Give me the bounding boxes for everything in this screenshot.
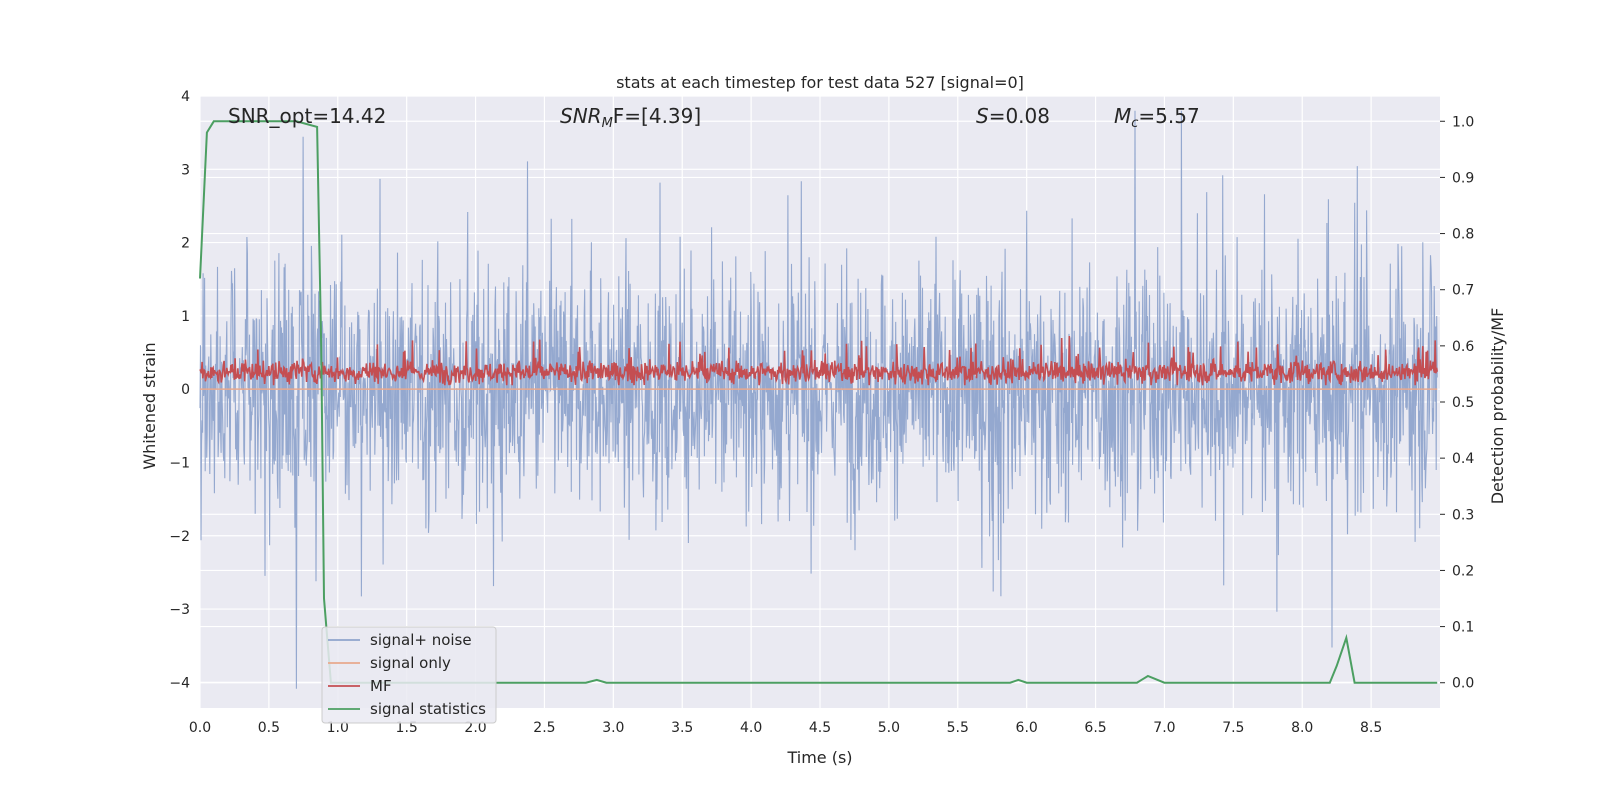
- y-right-tick-label: 0.8: [1452, 227, 1474, 243]
- y-right-tick-label: 0.7: [1452, 283, 1474, 299]
- signal-statistics-line: [199, 120, 1438, 684]
- legend-label-signal-noise: signal+ noise: [370, 631, 472, 649]
- y-left-tick-label: 3: [181, 162, 190, 178]
- y-left-tick-label: 0: [181, 382, 190, 398]
- x-tick-label: 3.0: [602, 720, 624, 736]
- legend-label-signal-only: signal only: [370, 654, 451, 672]
- x-tick-label: 4.0: [740, 720, 762, 736]
- y-right-tick-label: 0.0: [1452, 676, 1474, 692]
- x-tick-labels: 0.0 0.5 1.0 1.5 2.0 2.5 3.0 3.5 4.0 4.5 5.0 5.5 6.0 6…: [189, 720, 1382, 736]
- signal-statistics-series: [199, 120, 1438, 684]
- x-tick-label: 2.0: [464, 720, 486, 736]
- mf-series: [199, 335, 1438, 386]
- y-right-tick-label: 0.3: [1452, 507, 1474, 523]
- x-tick-label: 5.5: [947, 720, 969, 736]
- y-right-tick-label: 0.5: [1452, 395, 1474, 411]
- signal-noise-series: [199, 110, 1438, 689]
- x-tick-label: 7.5: [1222, 720, 1244, 736]
- y-right-tick-label: 0.9: [1452, 170, 1474, 186]
- y-right-tick-label: 0.2: [1452, 563, 1474, 579]
- annotation-snr-opt: SNR_opt=14.42: [228, 104, 386, 128]
- y-axis-left-label: Whitened strain: [140, 342, 159, 469]
- y-axis-right-label: Detection probability/MF: [1488, 308, 1507, 505]
- x-tick-label: 0.0: [189, 720, 211, 736]
- y-left-tick-labels: 4 3 2 1 0 −1 −2 −3 −4: [169, 89, 190, 691]
- y-right-tick-label: 1.0: [1452, 114, 1474, 130]
- y-left-tick-label: −4: [169, 675, 190, 691]
- x-tick-label: 5.0: [878, 720, 900, 736]
- x-tick-label: 6.5: [1084, 720, 1106, 736]
- x-tick-label: 1.5: [396, 720, 418, 736]
- y-right-tick-labels: 1.0 0.9 0.8 0.7 0.6 0.5 0.4 0.3 0.2 0.1 0.0: [1440, 114, 1474, 692]
- x-tick-label: 2.5: [533, 720, 555, 736]
- annotation-s: S=0.08: [976, 104, 1050, 128]
- x-tick-label: 1.0: [327, 720, 349, 736]
- x-tick-label: 8.5: [1360, 720, 1382, 736]
- y-right-tick-label: 0.1: [1452, 620, 1474, 636]
- y-right-tick-label: 0.4: [1452, 451, 1474, 467]
- x-tick-label: 4.5: [809, 720, 831, 736]
- y-left-tick-label: −2: [169, 529, 190, 545]
- x-tick-label: 6.0: [1016, 720, 1038, 736]
- y-left-tick-label: −3: [169, 602, 190, 618]
- legend: signal+ noise signal only MF signal stat…: [321, 626, 497, 724]
- chart-title: stats at each timestep for test data 527…: [616, 73, 1024, 92]
- signal-noise-line: [199, 110, 1438, 689]
- legend-label-mf: MF: [370, 677, 392, 695]
- mf-line: [199, 335, 1438, 386]
- y-right-tick-label: 0.6: [1452, 339, 1474, 355]
- y-left-tick-label: 1: [181, 309, 190, 325]
- x-tick-label: 3.5: [671, 720, 693, 736]
- y-left-tick-label: −1: [169, 455, 190, 471]
- y-left-tick-label: 4: [181, 89, 190, 105]
- legend-label-signal-statistics: signal statistics: [370, 700, 486, 718]
- x-tick-label: 0.5: [258, 720, 280, 736]
- y-left-tick-label: 2: [181, 236, 190, 252]
- x-tick-label: 7.0: [1153, 720, 1175, 736]
- annotation-mc: Mc=5.57: [1114, 104, 1200, 131]
- legend-box: [321, 626, 497, 724]
- x-axis-label: Time (s): [786, 748, 852, 767]
- annotation-snr-mf: SNRMF=[4.39]: [560, 104, 701, 131]
- x-tick-label: 8.0: [1291, 720, 1313, 736]
